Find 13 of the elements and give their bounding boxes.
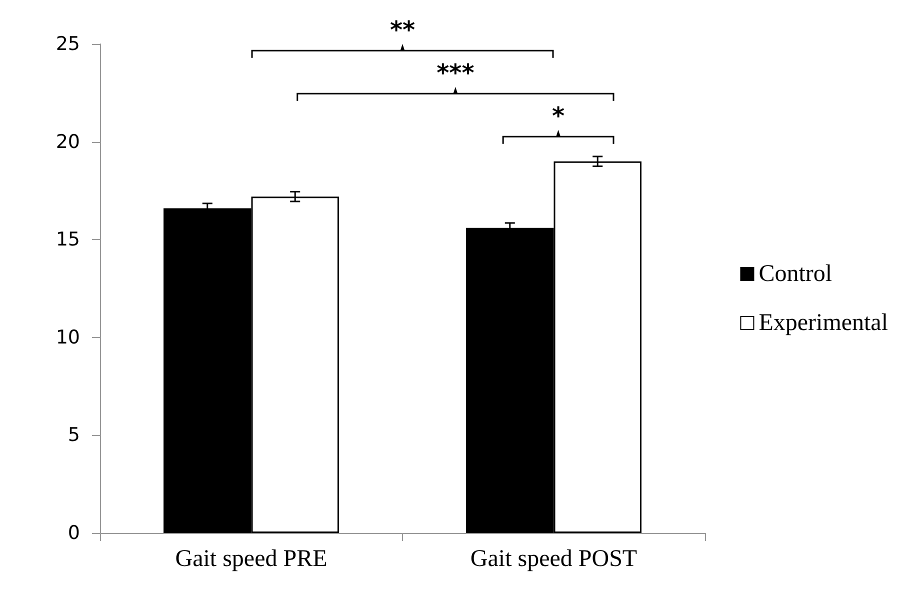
annotation: *	[552, 102, 566, 130]
y-tick-label: 5	[68, 424, 80, 446]
text: **	[390, 16, 416, 44]
y-tick-label: 15	[56, 228, 80, 251]
x-tick-label: Gait speed POST	[470, 546, 638, 572]
y-tick-label: 0	[68, 522, 80, 544]
legend-label: Experimental	[758, 310, 888, 336]
x-tick-label: Gait speed PRE	[175, 546, 328, 572]
legend-label: Control	[758, 261, 832, 287]
annotation: ***	[436, 58, 475, 87]
y-tick-label: 20	[56, 130, 80, 153]
y-tick-label: 25	[56, 33, 80, 55]
y-tick-label: 10	[56, 326, 80, 348]
